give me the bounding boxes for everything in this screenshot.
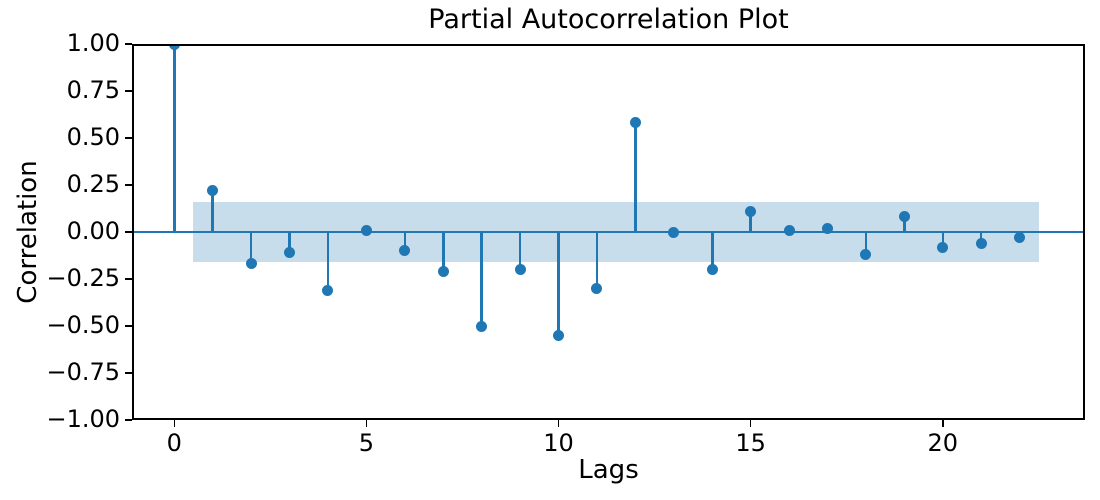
x-tick-label: 10 bbox=[543, 429, 574, 457]
stem-line bbox=[288, 232, 291, 253]
x-axis-label: Lags bbox=[578, 455, 639, 485]
stem-marker bbox=[591, 282, 603, 294]
stem-marker bbox=[322, 284, 334, 296]
stem-marker bbox=[553, 329, 565, 341]
y-tick-label: −0.25 bbox=[46, 264, 120, 292]
stem-line bbox=[480, 232, 483, 326]
y-tick-label: −1.00 bbox=[46, 405, 120, 433]
stem-line bbox=[249, 232, 253, 264]
stem-line bbox=[403, 232, 407, 251]
x-tick-label: 0 bbox=[166, 429, 182, 457]
y-axis-tick bbox=[125, 43, 132, 45]
stem-line bbox=[173, 44, 176, 232]
stem-line bbox=[749, 211, 752, 232]
stem-marker bbox=[898, 211, 910, 223]
x-axis-tick bbox=[942, 420, 944, 427]
y-axis-tick bbox=[125, 184, 132, 186]
zero-baseline bbox=[132, 230, 1085, 234]
stem-line bbox=[557, 232, 560, 336]
x-axis-tick bbox=[557, 420, 560, 427]
y-axis-tick bbox=[125, 137, 132, 139]
stem-line bbox=[903, 216, 906, 232]
y-axis-tick bbox=[125, 231, 132, 233]
stem-marker bbox=[668, 226, 680, 238]
stem-marker bbox=[437, 265, 449, 277]
y-axis-tick bbox=[125, 419, 132, 421]
x-axis-tick bbox=[365, 420, 368, 427]
x-axis-tick bbox=[173, 420, 176, 427]
stem-marker bbox=[975, 237, 987, 249]
y-tick-label: −0.50 bbox=[46, 311, 120, 339]
stem-marker bbox=[629, 117, 641, 129]
plot-area bbox=[132, 44, 1085, 420]
stem-marker bbox=[360, 224, 372, 236]
stem-line bbox=[864, 232, 868, 255]
stem-marker bbox=[284, 247, 296, 259]
y-tick-label: 0.25 bbox=[66, 170, 120, 198]
stem-line bbox=[518, 232, 522, 270]
y-axis-tick bbox=[125, 372, 132, 374]
y-tick-label: 0.00 bbox=[66, 217, 120, 245]
stem-marker bbox=[168, 44, 180, 50]
stem-line bbox=[326, 232, 330, 291]
x-tick-label: 5 bbox=[358, 429, 375, 457]
y-axis-tick bbox=[125, 90, 132, 92]
y-tick-label: 0.75 bbox=[66, 76, 120, 104]
stem-line bbox=[442, 232, 445, 272]
y-tick-label: 0.50 bbox=[66, 123, 120, 151]
y-tick-label: −0.75 bbox=[46, 358, 120, 386]
x-axis-tick bbox=[749, 420, 752, 427]
stem-marker bbox=[937, 241, 949, 253]
stem-marker bbox=[476, 320, 488, 332]
stem-line bbox=[711, 232, 714, 270]
stem-marker bbox=[207, 185, 219, 197]
chart-title: Partial Autocorrelation Plot bbox=[428, 4, 789, 35]
stem-marker bbox=[706, 264, 718, 276]
stem-line bbox=[941, 232, 945, 248]
stem-line bbox=[979, 232, 983, 244]
stem-marker bbox=[399, 245, 411, 257]
stem-marker bbox=[514, 264, 526, 276]
y-axis-tick bbox=[125, 278, 132, 280]
stem-marker bbox=[860, 249, 872, 261]
x-tick-label: 15 bbox=[735, 429, 766, 457]
y-axis-tick bbox=[125, 325, 132, 327]
stem-marker bbox=[822, 222, 834, 234]
x-tick-label: 20 bbox=[927, 429, 959, 457]
y-tick-label: 1.00 bbox=[66, 29, 120, 57]
stem-marker bbox=[245, 258, 257, 270]
stem-line bbox=[634, 122, 637, 232]
stem-marker bbox=[783, 224, 795, 236]
stem-marker bbox=[745, 205, 757, 217]
stem-line bbox=[211, 190, 214, 232]
stem-line bbox=[595, 232, 599, 289]
stem-marker bbox=[1014, 232, 1026, 244]
